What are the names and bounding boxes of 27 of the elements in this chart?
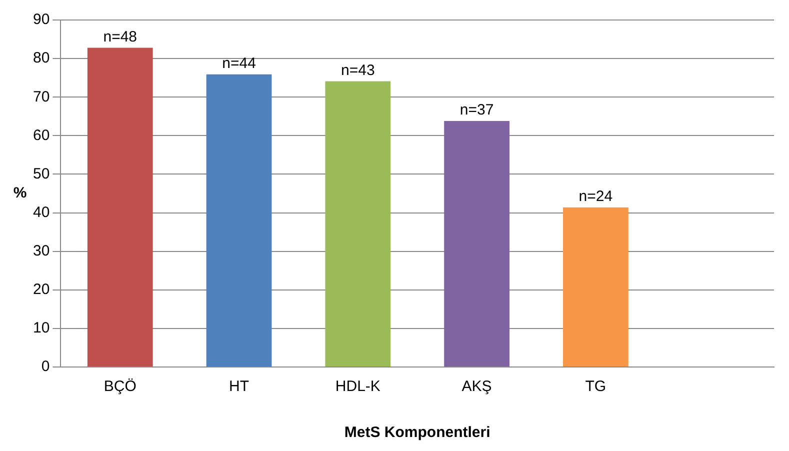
x-tick-label: HT [229, 378, 250, 396]
y-tick-label: 20 [32, 281, 50, 298]
y-tick-label: 10 [32, 320, 50, 337]
x-tick-label: BÇÖ [104, 378, 136, 396]
bar [325, 81, 391, 366]
annotation: n=24 [578, 188, 613, 206]
x-tick-label: HDL-K [335, 378, 380, 396]
annotation: n=43 [341, 62, 375, 79]
bar [206, 74, 272, 366]
y-tick-label: 90 [32, 11, 50, 28]
x-tick-label: TG [585, 378, 606, 396]
y-tick-label: 50 [32, 165, 50, 182]
bar [562, 207, 628, 366]
annotation: n=48 [103, 28, 138, 46]
y-tick-label: 80 [32, 50, 50, 67]
bar [444, 121, 510, 366]
annotation: n=44 [222, 55, 256, 72]
y-tick-label: 30 [32, 242, 50, 260]
y-tick-label: 40 [32, 204, 50, 221]
y-tick-label: 70 [32, 88, 50, 106]
bar [87, 48, 153, 366]
annotation: n=37 [460, 102, 494, 119]
x-axis-title: MetS Komponentleri [344, 424, 490, 442]
x-tick-label: AKŞ [462, 378, 492, 396]
y-tick-label: 0 [41, 358, 50, 376]
y-axis-title: % [13, 184, 27, 202]
y-tick-label: 60 [32, 126, 50, 144]
